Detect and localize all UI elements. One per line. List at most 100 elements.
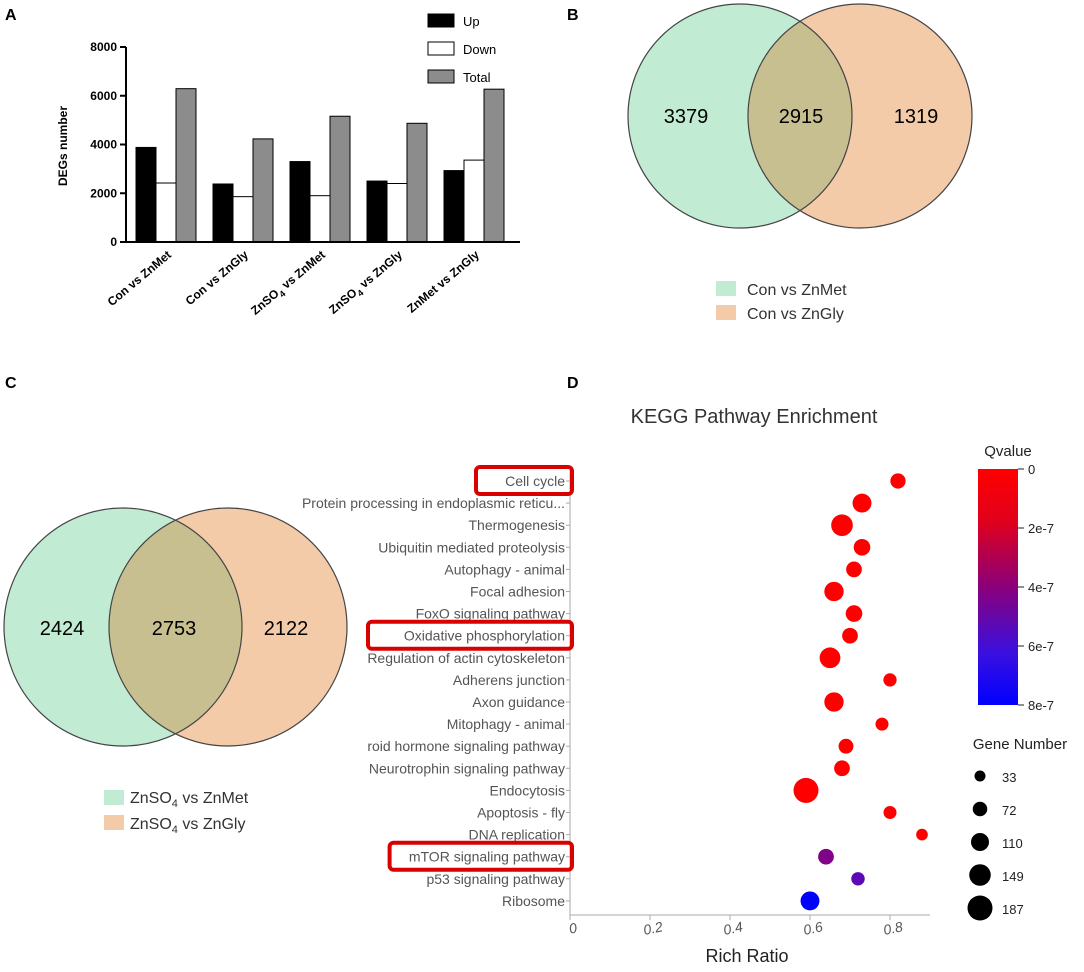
bar-up [135,146,157,243]
kegg-pathway-label: roid hormone signaling pathway [367,738,565,754]
kegg-point [846,561,862,578]
bar-down [386,183,408,243]
kegg-point [824,581,844,602]
kegg-point [852,493,872,513]
venn-b-legend-swatch1 [716,281,736,296]
bar-series [135,88,505,243]
venn-b-only2: 1319 [894,106,939,128]
kegg-bubble-chart: KEGG Pathway Enrichment Cell cycle Protei… [302,406,1067,966]
kegg-pathway-label: mTOR signaling pathway [409,849,565,865]
kegg-pathway-label: Focal adhesion [470,584,565,600]
venn-b-overlap [747,21,853,211]
bar-ylabel: DEGs number [56,106,70,186]
gene-number-label: 33 [1002,770,1016,785]
qvalue-tick-label: 2e-7 [1028,521,1054,536]
gene-number-label: 72 [1002,803,1016,818]
venn-c-only2: 2122 [264,618,309,640]
gene-number-label: 187 [1002,902,1024,917]
bar-y-tick-label: 2000 [90,186,117,200]
kegg-x-ticks: 0 0.2 0.4 0.6 0.8 [567,915,904,938]
bar-up [212,183,234,243]
venn-c-legend-swatch1 [104,790,124,805]
bar-total [329,115,351,243]
gene-number-dot [967,895,993,921]
kegg-pathway-label: DNA replication [469,827,566,843]
kegg-point [853,538,871,556]
panel-label-d: D [567,375,579,392]
kegg-point [883,806,897,819]
venn-c: 2424 2753 2122 ZnSO4 vs ZnMet ZnSO4 vs Z… [3,507,348,836]
qvalue-tick-label: 4e-7 [1028,580,1054,595]
venn-b: 3379 2915 1319 Con vs ZnMet Con vs ZnGly [627,3,973,323]
bar-y-tick-label: 4000 [90,138,117,152]
kegg-point [890,473,906,489]
qvalue-tick-label: 8e-7 [1028,698,1054,713]
kegg-x-tick-label: 0.2 [642,918,665,938]
venn-b-legend-label1: Con vs ZnMet [747,282,847,299]
kegg-point [800,891,820,911]
kegg-pathway-label: Adherens junction [453,672,565,688]
panel-label-a: A [5,7,17,24]
bar-up [366,180,388,243]
kegg-pathway-label: Mitophagy - animal [447,716,565,732]
venn-c-only1: 2424 [40,618,85,640]
venn-c-outline2 [108,507,348,747]
bar-total [483,88,505,243]
gene-number-dot [971,833,989,851]
venn-b-intersection: 2915 [779,106,824,128]
kegg-point [883,673,897,687]
kegg-point [793,777,819,803]
bar-down [232,196,254,243]
kegg-pathway-label: FoxO signaling pathway [416,606,565,622]
kegg-highlight-box [366,619,574,651]
bar-x-tick-label: Con vs ZnGly [183,247,251,308]
panel-label-b: B [567,7,579,24]
kegg-pathway-label: Cell cycle [505,473,565,489]
kegg-point [842,627,858,644]
bar-total [175,88,197,243]
bar-x-tick-label: ZnSO4 vs ZnGly [326,247,407,319]
bar-legend-swatch [427,13,455,28]
kegg-highlight-box [387,840,574,872]
kegg-x-tick-label: 0 [567,919,578,936]
qvalue-ticks: 0 2e-7 4e-7 6e-7 8e-7 [1018,462,1054,713]
kegg-xlabel: Rich Ratio [705,946,788,966]
gene-number-label: 149 [1002,869,1024,884]
gene-number-dot [969,864,991,886]
qvalue-tick-label: 6e-7 [1028,639,1054,654]
kegg-pathway-label: Endocytosis [490,782,565,798]
qvalue-colorbar [978,469,1018,705]
bar-x-tick-label: ZnMet vs ZnGly [404,247,482,315]
kegg-pathway-labels: Cell cycle Protein processing in endoplas… [302,473,570,909]
kegg-point [845,605,863,622]
gene-number-dot [974,770,986,782]
venn-c-legend-label1: ZnSO4 vs ZnMet [130,790,249,810]
kegg-pathway-label: p53 signaling pathway [426,871,565,887]
kegg-highlight-boxes [366,465,574,872]
gene-number-dot [972,801,988,817]
kegg-point [875,717,889,731]
panel-label-c: C [5,375,17,392]
kegg-point [851,872,865,886]
kegg-pathway-label: Autophagy - animal [444,561,565,577]
venn-b-only1: 3379 [664,106,709,128]
kegg-x-tick-label: 0.6 [802,918,825,938]
kegg-title: KEGG Pathway Enrichment [631,406,878,428]
bar-legend: Up Down Total [427,13,496,85]
gene-number-label: 110 [1002,836,1023,851]
kegg-point [824,692,844,712]
qvalue-tick-label: 0 [1028,462,1035,477]
kegg-point [834,760,850,777]
bar-legend-label: Total [463,70,491,85]
bar-legend-label: Down [463,42,496,57]
venn-c-outline1 [3,507,243,747]
bar-up [443,170,465,243]
kegg-point [831,514,853,537]
bar-y-tick-label: 0 [110,235,117,249]
kegg-point [916,828,928,841]
kegg-pathway-label: Ribosome [502,893,565,909]
kegg-pathway-label: Ubiquitin mediated proteolysis [378,539,565,555]
venn-b-legend-swatch2 [716,305,736,320]
